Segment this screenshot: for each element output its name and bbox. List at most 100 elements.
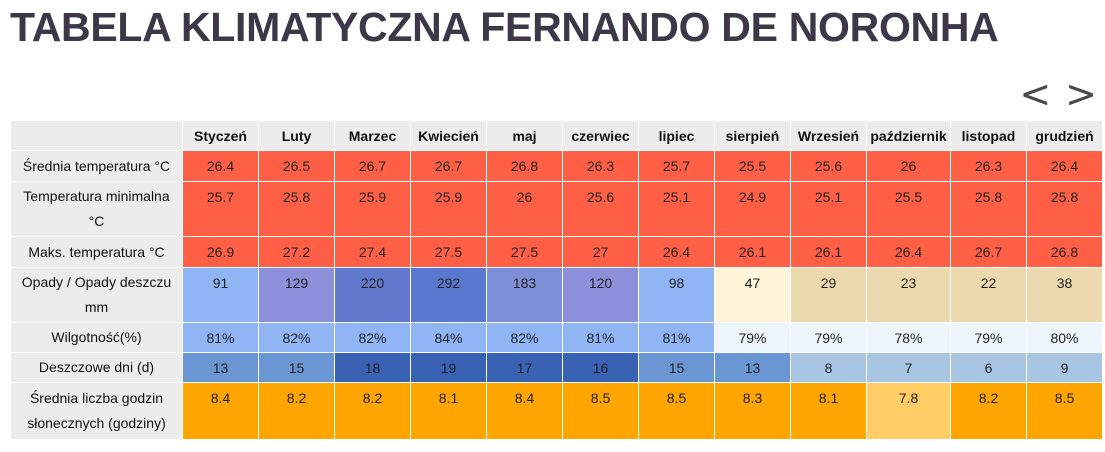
row-label: Maks. temperatura °C [10, 236, 183, 268]
month-header: październik [866, 120, 951, 151]
table-row: Średnia liczba godzin słonecznych (godzi… [10, 382, 1103, 440]
value-cell: 26.8 [1026, 236, 1103, 268]
corner-cell [10, 120, 183, 151]
page-title: TABELA KLIMATYCZNA FERNANDO DE NORONHA [10, 4, 999, 50]
value-cell: 8.1 [410, 382, 487, 440]
month-header: Kwiecień [410, 120, 487, 151]
row-label: Temperatura minimalna °C [10, 181, 183, 237]
value-cell: 82% [334, 322, 411, 353]
value-cell: 79% [714, 322, 791, 353]
row-label: Wilgotność(%) [10, 322, 183, 353]
value-cell: 81% [562, 322, 639, 353]
month-header: czerwiec [562, 120, 639, 151]
value-cell: 8.2 [950, 382, 1027, 440]
value-cell: 25.7 [638, 150, 715, 182]
value-cell: 27.2 [258, 236, 335, 268]
value-cell: 80% [1026, 322, 1103, 353]
value-cell: 7 [866, 352, 951, 383]
table-row: Maks. temperatura °C 26.9 27.2 27.4 27.5 27.5… [10, 236, 1103, 268]
value-cell: 23 [866, 267, 951, 323]
value-cell: 25.5 [714, 150, 791, 182]
table-row: Temperatura minimalna °C 25.7 25.8 25.9 25.9… [10, 181, 1103, 237]
value-cell: 8.5 [638, 382, 715, 440]
value-cell: 8.2 [258, 382, 335, 440]
value-cell: 22 [950, 267, 1027, 323]
row-label: Deszczowe dni (d) [10, 352, 183, 383]
value-cell: 183 [486, 267, 563, 323]
value-cell: 91 [182, 267, 259, 323]
value-cell: 26 [486, 181, 563, 237]
value-cell: 82% [486, 322, 563, 353]
value-cell: 26.9 [182, 236, 259, 268]
month-navigation: < > [1019, 74, 1097, 114]
value-cell: 26.4 [638, 236, 715, 268]
value-cell: 25.8 [950, 181, 1027, 237]
value-cell: 26.8 [486, 150, 563, 182]
value-cell: 8.2 [334, 382, 411, 440]
value-cell: 8.5 [562, 382, 639, 440]
value-cell: 25.8 [1026, 181, 1103, 237]
value-cell: 79% [950, 322, 1027, 353]
value-cell: 15 [258, 352, 335, 383]
value-cell: 25.1 [790, 181, 867, 237]
row-label: Średnia temperatura °C [10, 150, 183, 182]
value-cell: 220 [334, 267, 411, 323]
value-cell: 7.8 [866, 382, 951, 440]
row-label: Opady / Opady deszczu mm [10, 267, 183, 323]
month-header: Marzec [334, 120, 411, 151]
value-cell: 13 [714, 352, 791, 383]
value-cell: 81% [182, 322, 259, 353]
value-cell: 9 [1026, 352, 1103, 383]
row-label: Średnia liczba godzin słonecznych (godzi… [10, 382, 183, 440]
table-row: Średnia temperatura °C 26.4 26.5 26.7 26.7 26… [10, 150, 1103, 182]
month-header: listopad [950, 120, 1027, 151]
value-cell: 27.5 [410, 236, 487, 268]
month-header: sierpień [714, 120, 791, 151]
value-cell: 47 [714, 267, 791, 323]
table-header-row: Styczeń Luty Marzec Kwiecień maj czerwiec lipi… [10, 120, 1103, 151]
value-cell: 8.5 [1026, 382, 1103, 440]
value-cell: 26.4 [866, 236, 951, 268]
value-cell: 27 [562, 236, 639, 268]
value-cell: 26.5 [258, 150, 335, 182]
month-header: Wrzesień [790, 120, 867, 151]
value-cell: 129 [258, 267, 335, 323]
value-cell: 25.9 [410, 181, 487, 237]
table-row: Opady / Opady deszczu mm 91 129 220 292 183 12… [10, 267, 1103, 323]
value-cell: 25.1 [638, 181, 715, 237]
month-header: Styczeń [182, 120, 259, 151]
month-header: Luty [258, 120, 335, 151]
value-cell: 8.4 [182, 382, 259, 440]
prev-arrow-icon[interactable]: < [1019, 72, 1052, 116]
value-cell: 78% [866, 322, 951, 353]
value-cell: 8 [790, 352, 867, 383]
value-cell: 8.3 [714, 382, 791, 440]
value-cell: 26.3 [950, 150, 1027, 182]
value-cell: 79% [790, 322, 867, 353]
month-header: grudzień [1026, 120, 1103, 151]
month-header: maj [486, 120, 563, 151]
value-cell: 16 [562, 352, 639, 383]
value-cell: 82% [258, 322, 335, 353]
value-cell: 25.5 [866, 181, 951, 237]
value-cell: 25.6 [562, 181, 639, 237]
value-cell: 27.5 [486, 236, 563, 268]
value-cell: 25.9 [334, 181, 411, 237]
value-cell: 120 [562, 267, 639, 323]
value-cell: 8.4 [486, 382, 563, 440]
value-cell: 26.3 [562, 150, 639, 182]
value-cell: 84% [410, 322, 487, 353]
value-cell: 26.7 [950, 236, 1027, 268]
value-cell: 292 [410, 267, 487, 323]
value-cell: 26.4 [182, 150, 259, 182]
value-cell: 26 [866, 150, 951, 182]
value-cell: 81% [638, 322, 715, 353]
value-cell: 25.6 [790, 150, 867, 182]
value-cell: 26.1 [714, 236, 791, 268]
table-body: Średnia temperatura °C 26.4 26.5 26.7 26.7 26… [10, 150, 1103, 440]
value-cell: 24.9 [714, 181, 791, 237]
value-cell: 18 [334, 352, 411, 383]
month-header: lipiec [638, 120, 715, 151]
value-cell: 25.7 [182, 181, 259, 237]
next-arrow-icon[interactable]: > [1065, 72, 1097, 116]
